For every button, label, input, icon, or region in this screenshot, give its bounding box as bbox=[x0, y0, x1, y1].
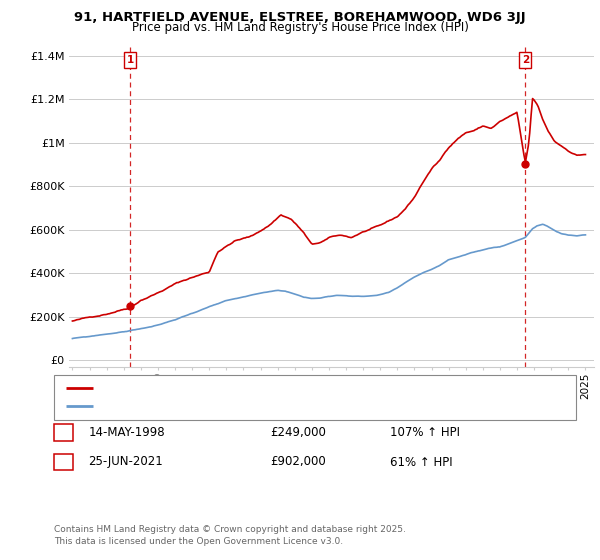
Text: 61% ↑ HPI: 61% ↑ HPI bbox=[390, 455, 452, 469]
Text: Contains HM Land Registry data © Crown copyright and database right 2025.
This d: Contains HM Land Registry data © Crown c… bbox=[54, 525, 406, 546]
Text: 2: 2 bbox=[521, 55, 529, 65]
Text: 91, HARTFIELD AVENUE, ELSTREE, BOREHAMWOOD, WD6 3JJ: 91, HARTFIELD AVENUE, ELSTREE, BOREHAMWO… bbox=[74, 11, 526, 24]
Text: 1: 1 bbox=[59, 426, 68, 439]
Text: £249,000: £249,000 bbox=[270, 426, 326, 439]
Text: Price paid vs. HM Land Registry's House Price Index (HPI): Price paid vs. HM Land Registry's House … bbox=[131, 21, 469, 34]
Text: 91, HARTFIELD AVENUE, ELSTREE, BOREHAMWOOD, WD6 3JJ (semi-detached house): 91, HARTFIELD AVENUE, ELSTREE, BOREHAMWO… bbox=[99, 382, 512, 393]
Text: 14-MAY-1998: 14-MAY-1998 bbox=[88, 426, 165, 439]
Text: £902,000: £902,000 bbox=[270, 455, 326, 469]
Text: HPI: Average price, semi-detached house, Hertsmere: HPI: Average price, semi-detached house,… bbox=[99, 401, 358, 411]
Text: 25-JUN-2021: 25-JUN-2021 bbox=[88, 455, 163, 469]
Text: 1: 1 bbox=[127, 55, 134, 65]
Text: 107% ↑ HPI: 107% ↑ HPI bbox=[390, 426, 460, 439]
Text: 2: 2 bbox=[59, 455, 68, 469]
